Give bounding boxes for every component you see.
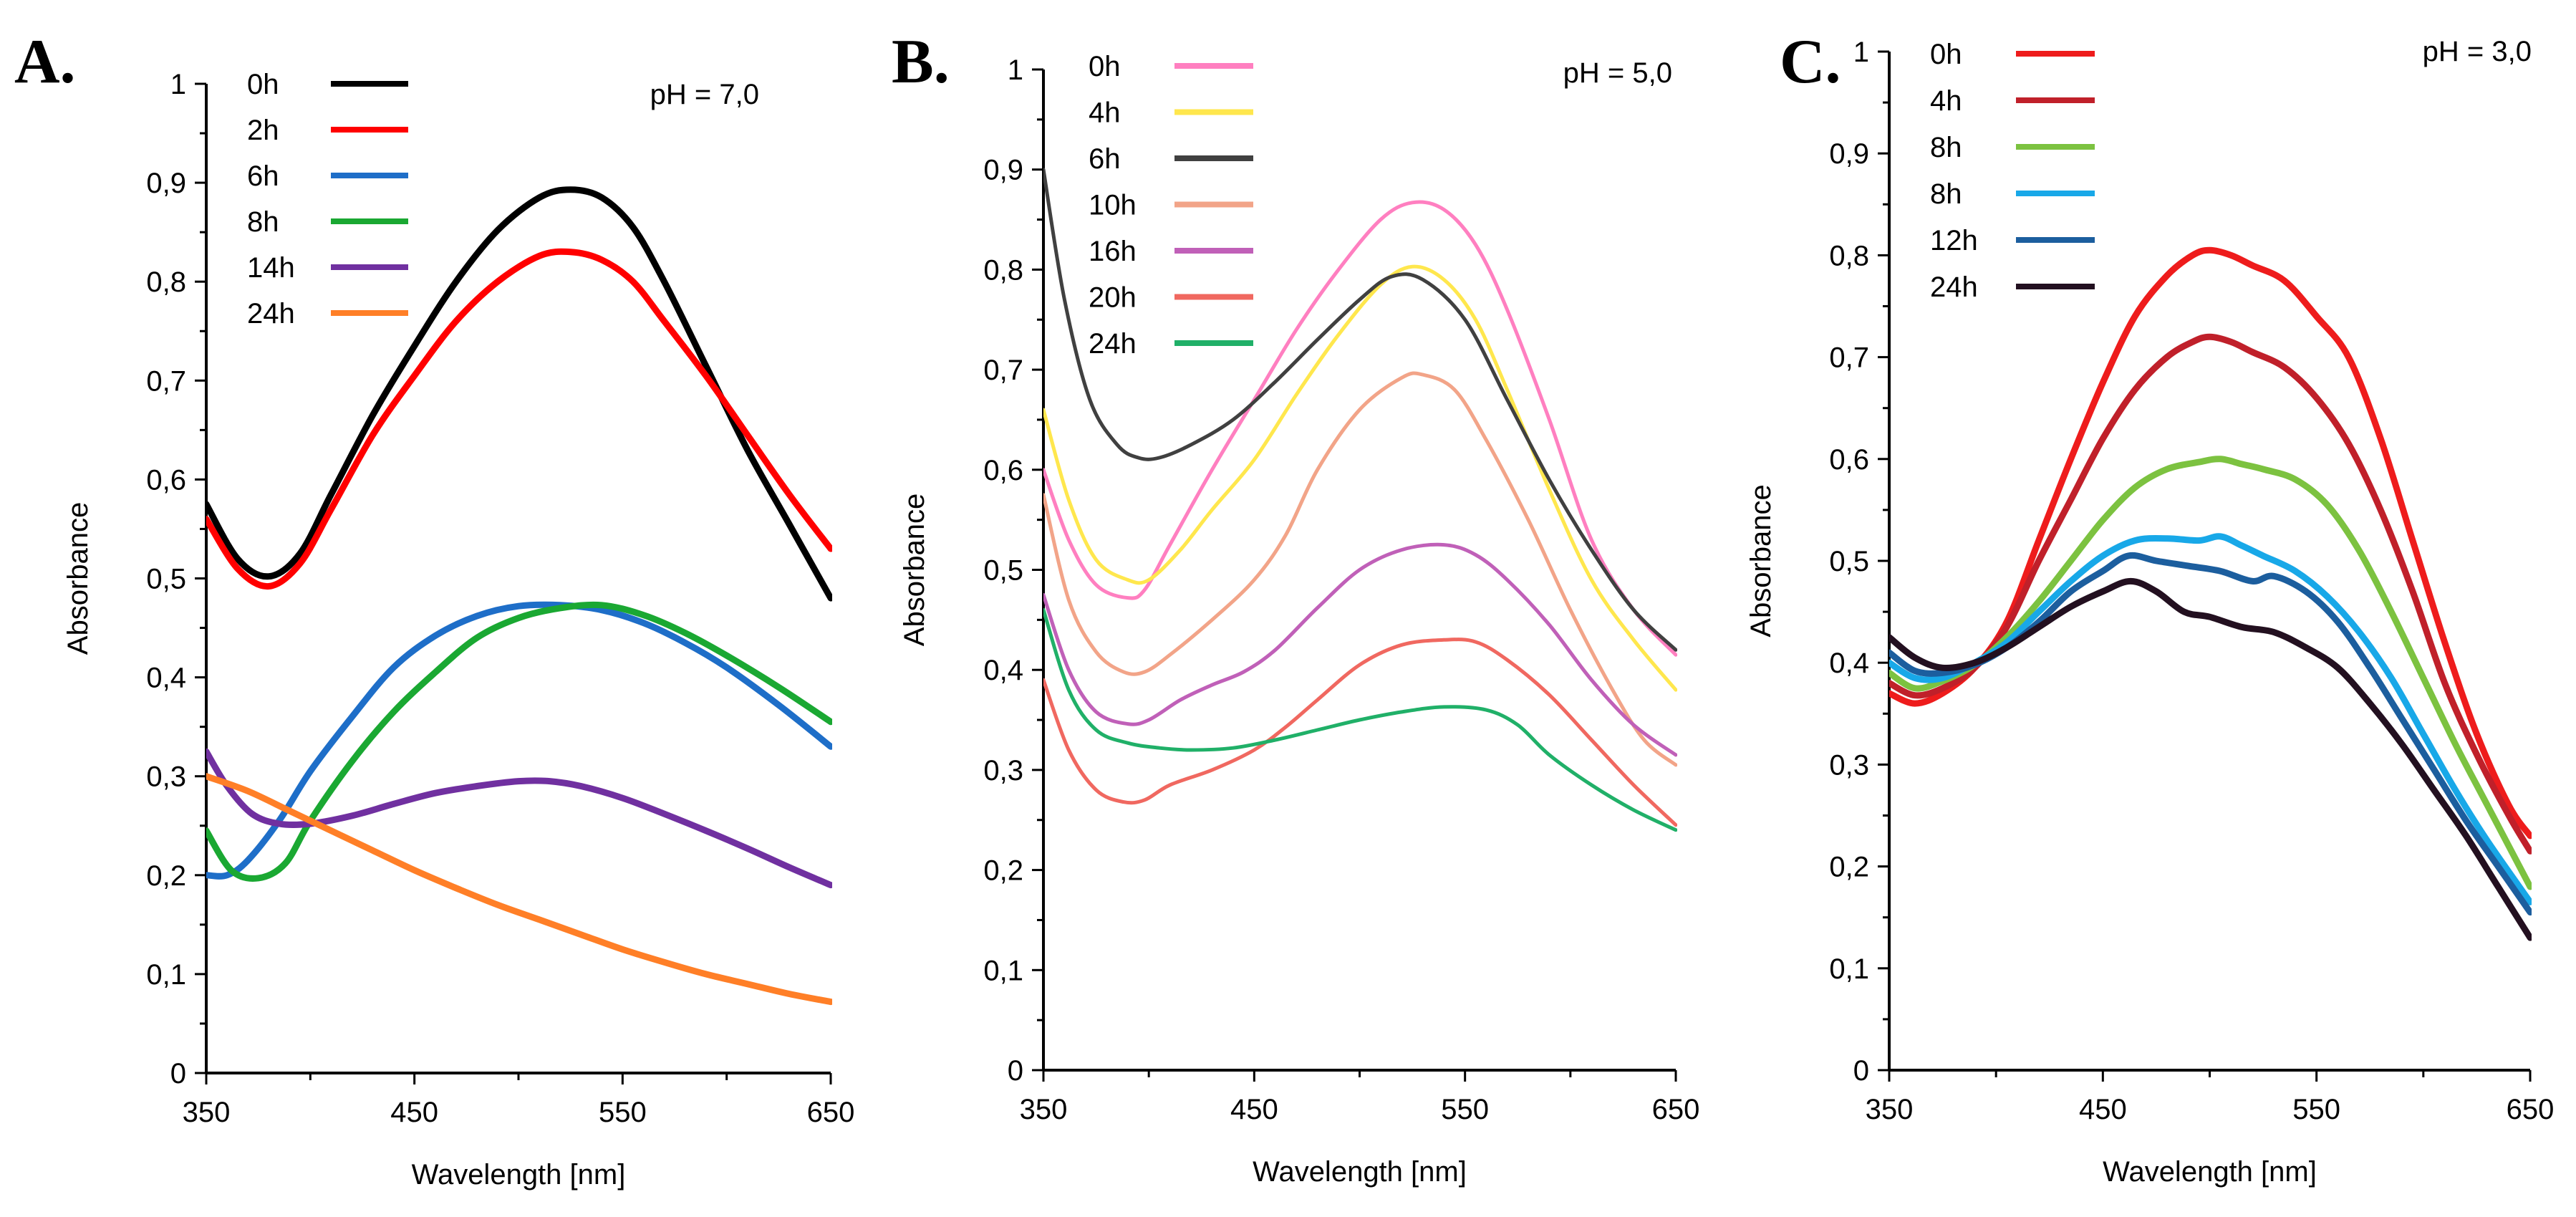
x-tick-label: 650 — [1652, 1094, 1700, 1125]
legend-label: 8h — [1930, 178, 1962, 210]
series-group — [206, 186, 832, 1006]
panel-label: B. — [892, 27, 950, 97]
y-tick-label: 0,5 — [983, 555, 1023, 587]
panel-1: B. 0 0,1 0,2 0,3 0,4 0,5 0,6 0,7 0,8 0,9 1 350 450 550… — [892, 27, 1699, 1188]
y-tick-label: 0,2 — [1829, 852, 1869, 883]
series-line-8h — [1889, 533, 2532, 905]
series-line-24h — [1043, 607, 1677, 832]
legend-label: 0h — [247, 69, 279, 100]
y-tick-label: 0,6 — [1829, 444, 1869, 476]
ph-annotation: pH = 7,0 — [650, 79, 759, 110]
panel-label: C. — [1780, 27, 1841, 97]
y-axis-label: Absorbance — [899, 494, 930, 646]
y-tick-label: 0,1 — [983, 955, 1023, 986]
panel-0: A. 0 0,1 0,2 0,3 0,4 0,5 0,6 0,7 0,8 0,9 1 350 450 550… — [14, 27, 854, 1190]
series-line-16h — [1043, 542, 1677, 757]
ph-annotation: pH = 5,0 — [1563, 57, 1672, 89]
y-tick-label: 0,5 — [1829, 546, 1869, 577]
y-tick-label: 0,9 — [146, 168, 186, 199]
y-axis-label: Absorbance — [1745, 484, 1777, 637]
x-tick-label: 350 — [183, 1097, 231, 1128]
y-tick-label: 0,8 — [983, 254, 1023, 286]
y-tick-label: 0,3 — [146, 761, 186, 793]
legend-label: 14h — [247, 252, 295, 284]
legend-label: 0h — [1089, 51, 1121, 82]
ph-annotation: pH = 3,0 — [2423, 36, 2532, 67]
legend-label: 2h — [247, 115, 279, 146]
x-tick-label: 450 — [390, 1097, 438, 1128]
y-tick-label: 0,7 — [1829, 342, 1869, 374]
x-tick-label: 350 — [1020, 1094, 1068, 1125]
series-line-8h — [1889, 456, 2532, 890]
x-axis-label: Wavelength [nm] — [412, 1159, 626, 1190]
y-tick-label: 0,8 — [1829, 240, 1869, 271]
panel-2: C. 0 0,1 0,2 0,3 0,4 0,5 0,6 0,7 0,8 0,9 1 350 450 550… — [1745, 27, 2554, 1188]
legend-label: 8h — [1930, 132, 1962, 163]
legend-label: 4h — [1089, 97, 1121, 129]
x-axis-label: Wavelength [nm] — [1253, 1156, 1467, 1188]
x-axis-label: Wavelength [nm] — [2103, 1156, 2317, 1188]
legend-label: 20h — [1089, 282, 1137, 314]
series-line-24h — [1889, 577, 2532, 941]
y-tick-label: 0,9 — [1829, 138, 1869, 170]
series-line-0h — [206, 186, 832, 602]
y-tick-label: 0,6 — [146, 464, 186, 496]
x-tick-label: 550 — [599, 1097, 647, 1128]
y-tick-label: 1 — [1008, 54, 1023, 86]
x-tick-label: 450 — [1230, 1094, 1278, 1125]
y-tick-label: 1 — [1853, 37, 1869, 68]
series-group — [1043, 168, 1677, 832]
y-tick-label: 0 — [1853, 1055, 1869, 1087]
x-tick-label: 450 — [2079, 1094, 2127, 1125]
y-tick-label: 0,7 — [146, 365, 186, 397]
series-line-10h — [1043, 371, 1677, 767]
y-tick-label: 0 — [170, 1058, 186, 1089]
legend-label: 24h — [247, 298, 295, 329]
series-line-4h — [1889, 333, 2532, 855]
y-tick-label: 0,7 — [983, 355, 1023, 386]
panel-label: A. — [14, 27, 76, 97]
legend-label: 10h — [1089, 190, 1137, 221]
series-line-0h — [1043, 200, 1677, 657]
y-tick-label: 0,3 — [983, 755, 1023, 787]
legend-label: 4h — [1930, 85, 1962, 117]
x-tick-label: 650 — [2507, 1094, 2555, 1125]
legend-label: 24h — [1089, 328, 1137, 360]
y-tick-label: 0,3 — [1829, 749, 1869, 781]
y-tick-label: 0,1 — [146, 959, 186, 991]
x-tick-label: 550 — [1441, 1094, 1489, 1125]
x-tick-label: 550 — [2292, 1094, 2340, 1125]
y-axis-label: Absorbance — [62, 502, 94, 655]
legend-label: 24h — [1930, 271, 1978, 303]
series-line-2h — [206, 248, 832, 590]
y-tick-label: 0 — [1008, 1055, 1023, 1087]
y-tick-label: 0,2 — [146, 860, 186, 892]
series-line-14h — [206, 748, 832, 889]
x-tick-label: 350 — [1866, 1094, 1914, 1125]
legend-label: 0h — [1930, 39, 1962, 70]
y-tick-label: 0,6 — [983, 455, 1023, 486]
y-tick-label: 0,9 — [983, 155, 1023, 186]
y-tick-label: 0,8 — [146, 266, 186, 298]
series-line-24h — [206, 773, 832, 1006]
series-line-4h — [1043, 264, 1677, 692]
series-line-6h — [1043, 168, 1677, 652]
y-tick-label: 0,4 — [1829, 648, 1869, 679]
y-tick-label: 0,4 — [983, 655, 1023, 686]
series-line-20h — [1043, 638, 1677, 827]
y-tick-label: 0,5 — [146, 564, 186, 595]
legend-label: 12h — [1930, 225, 1978, 256]
series-group — [1889, 246, 2532, 941]
y-tick-label: 0,1 — [1829, 953, 1869, 985]
y-tick-label: 0,2 — [983, 855, 1023, 887]
y-tick-label: 1 — [170, 69, 186, 100]
x-tick-label: 650 — [807, 1097, 855, 1128]
y-tick-label: 0,4 — [146, 663, 186, 694]
legend-label: 6h — [247, 160, 279, 192]
legend-label: 16h — [1089, 236, 1137, 267]
series-line-8h — [206, 601, 832, 882]
legend-label: 6h — [1089, 143, 1121, 175]
legend-label: 8h — [247, 206, 279, 238]
